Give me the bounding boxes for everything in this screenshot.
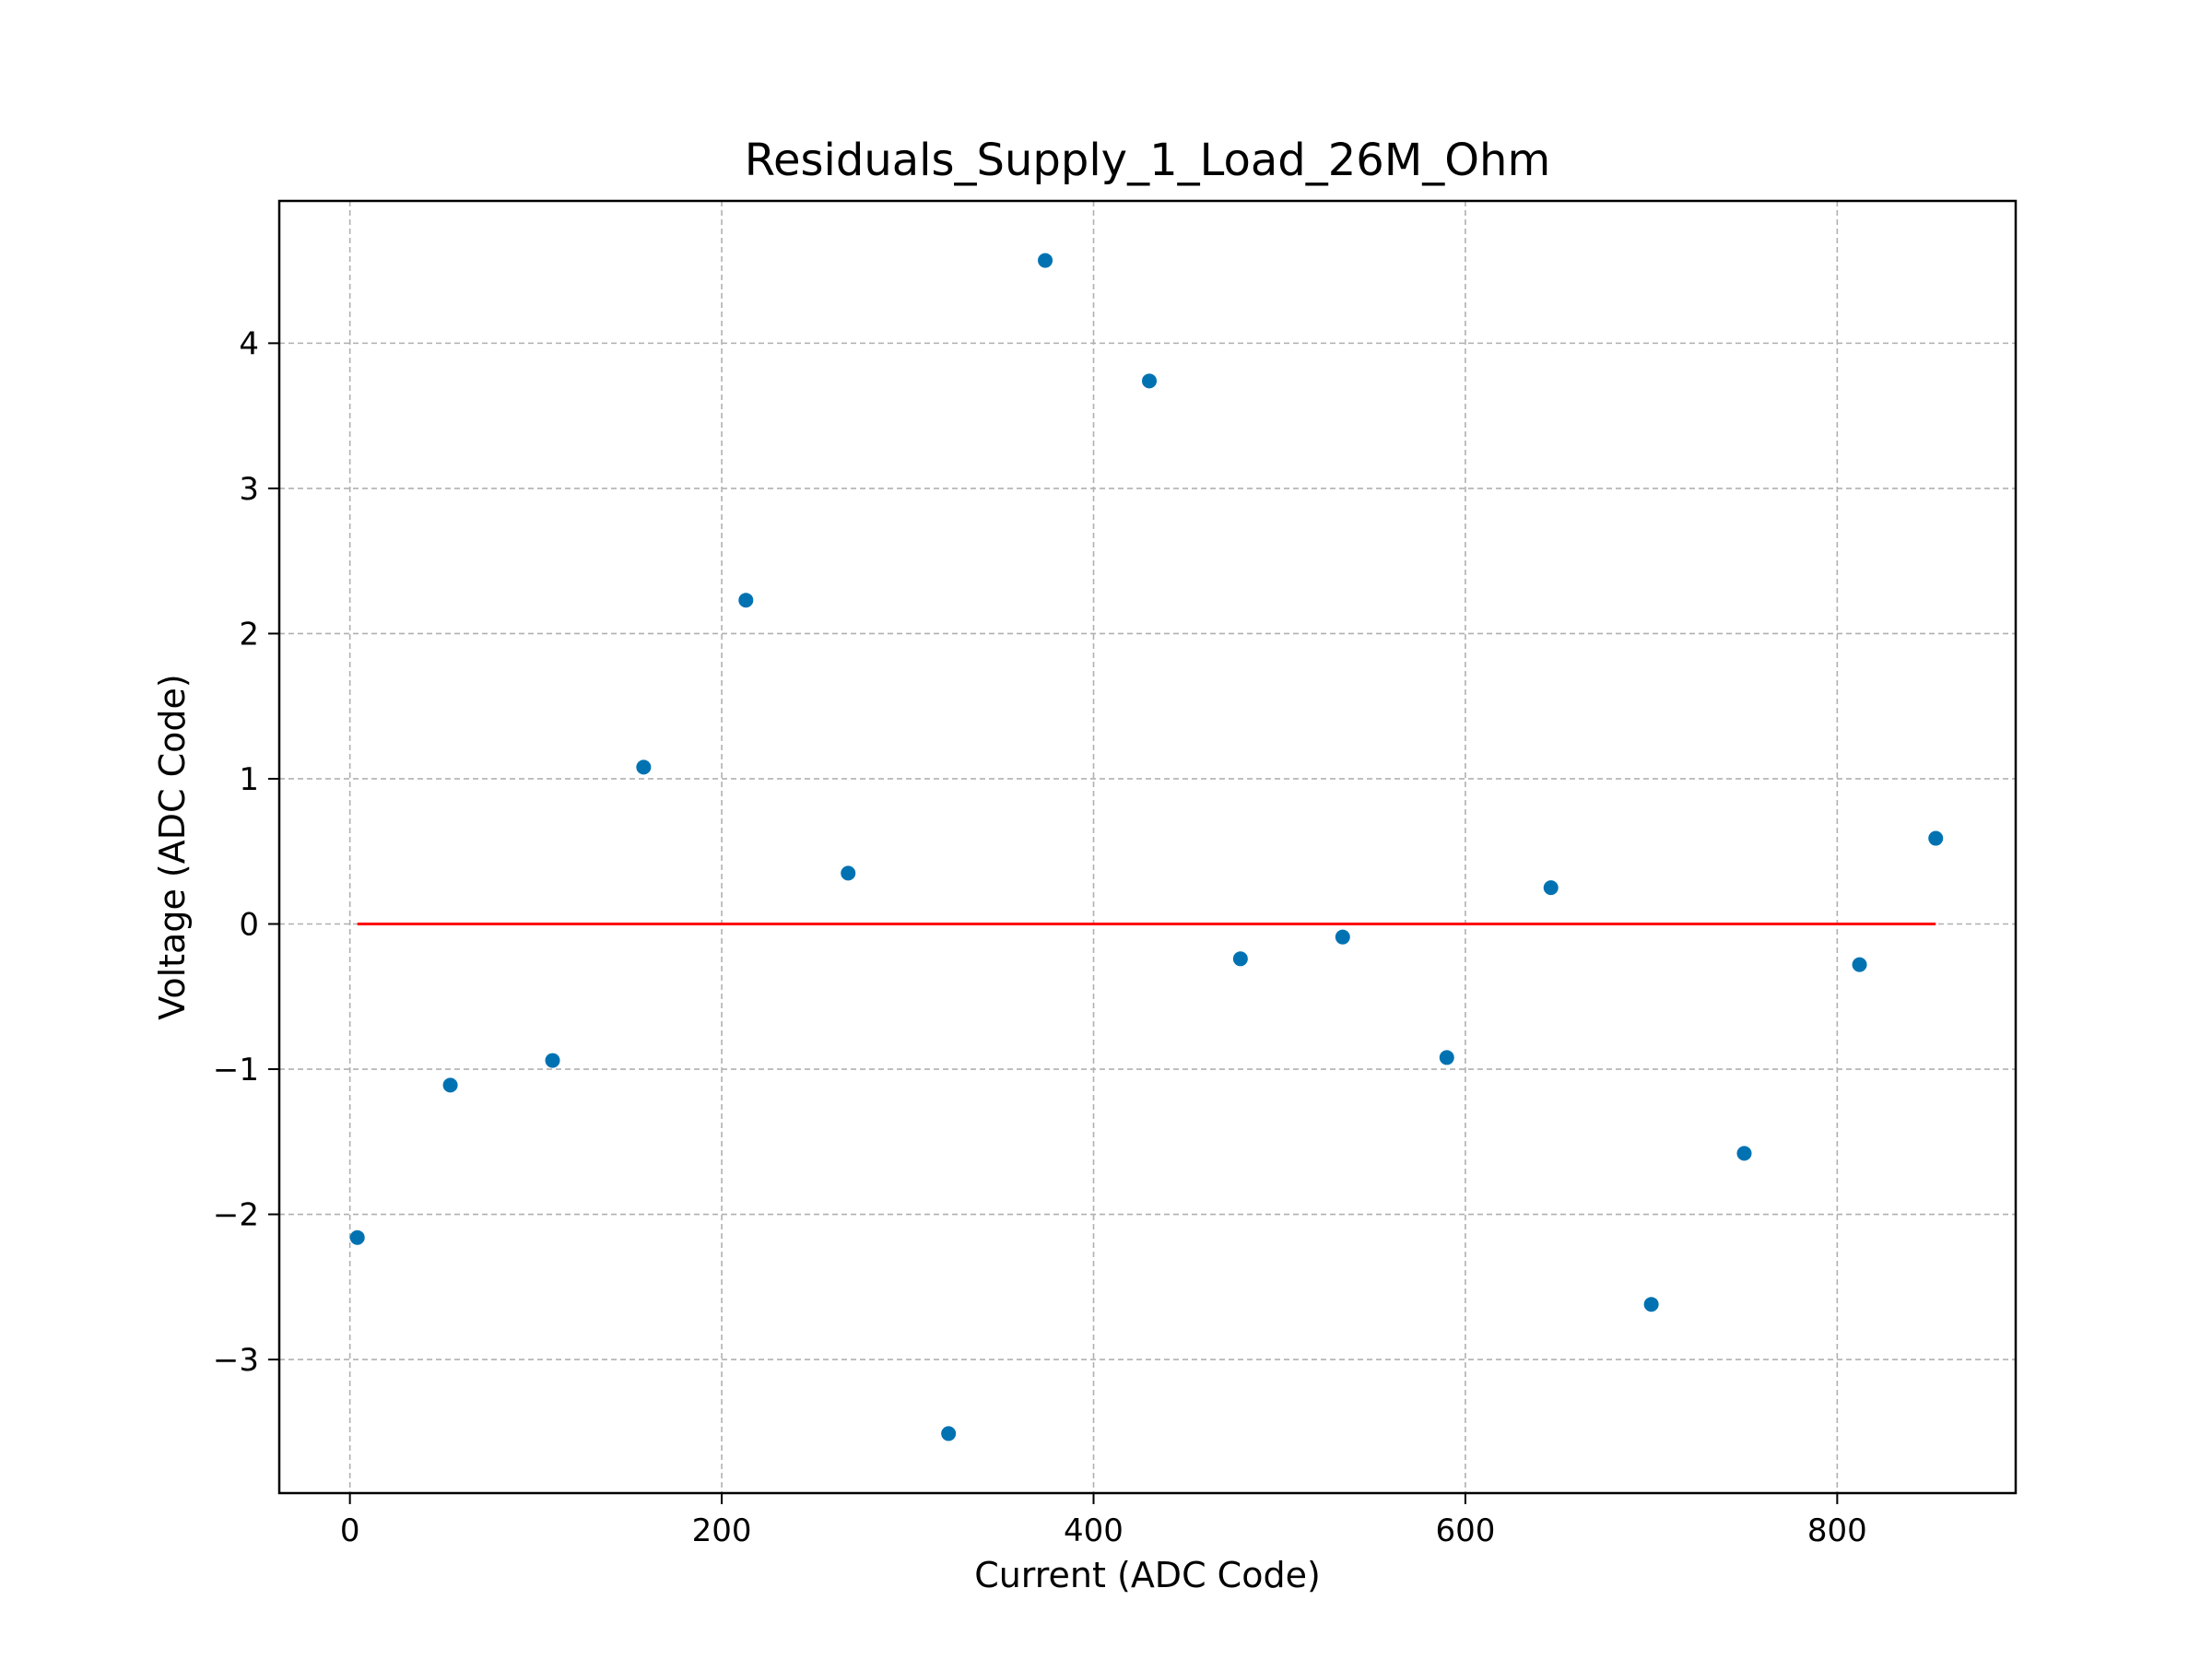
residual-point	[1335, 929, 1350, 945]
y-tick-label: −1	[213, 1052, 259, 1088]
residual-point	[1928, 830, 1944, 846]
residual-point	[1142, 373, 1158, 389]
x-axis-label: Current (ADC Code)	[974, 1555, 1321, 1595]
axis-ticks: 0 200 400 600 800 −3 −2 −1 0 1 2 3 4	[213, 325, 1867, 1549]
residual-point	[442, 1077, 458, 1093]
y-tick-label: 3	[239, 471, 259, 508]
x-tick-label: 200	[692, 1512, 752, 1549]
residual-point	[1232, 951, 1248, 967]
y-tick-label: 4	[239, 325, 259, 362]
y-tick-label: 1	[239, 761, 259, 798]
x-tick-label: 800	[1807, 1512, 1867, 1549]
x-tick-label: 600	[1435, 1512, 1495, 1549]
grid	[279, 201, 2016, 1493]
y-tick-label: 0	[239, 906, 259, 943]
x-tick-label: 0	[340, 1512, 360, 1549]
chart-title: Residuals_Supply_1_Load_26M_Ohm	[745, 135, 1550, 186]
residual-point	[1852, 957, 1867, 972]
residual-point	[636, 759, 652, 775]
residual-point	[1038, 253, 1053, 268]
residual-point	[545, 1053, 560, 1068]
residual-point	[941, 1426, 957, 1441]
residual-point	[1543, 880, 1559, 896]
y-tick-label: −3	[213, 1342, 259, 1379]
y-tick-label: −2	[213, 1197, 259, 1234]
residual-point	[738, 593, 754, 608]
residual-point	[1439, 1050, 1454, 1065]
data-points	[349, 253, 1944, 1441]
plot-frame	[277, 199, 2018, 1495]
x-tick-label: 400	[1064, 1512, 1124, 1549]
residual-point	[1643, 1297, 1659, 1312]
residual-point	[1736, 1146, 1752, 1161]
residual-point	[841, 865, 856, 881]
residual-point	[349, 1230, 365, 1245]
y-axis-label: Voltage (ADC Code)	[152, 674, 193, 1019]
y-tick-label: 2	[239, 616, 259, 653]
